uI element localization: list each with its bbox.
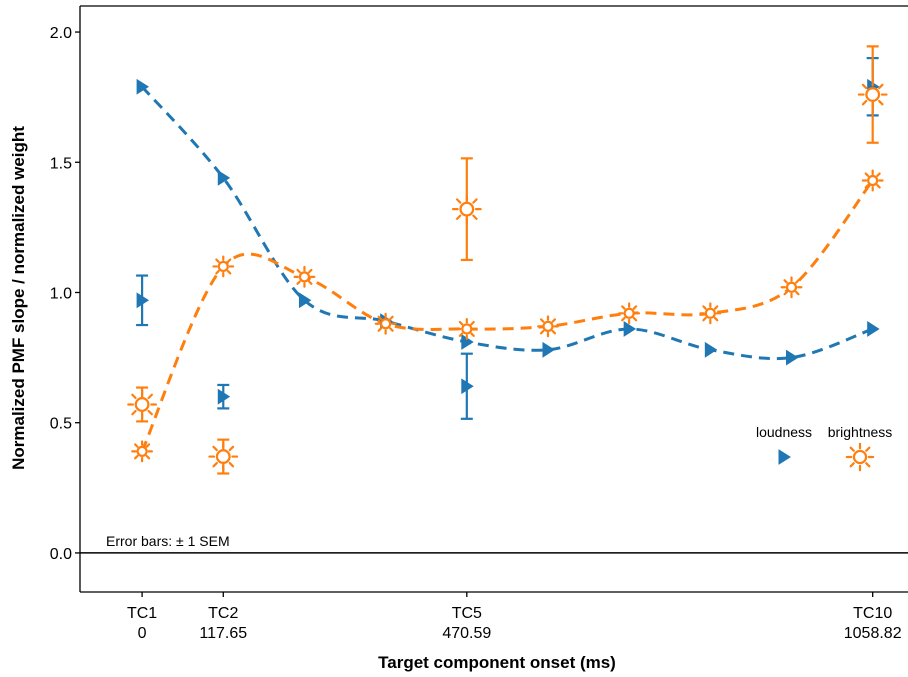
triangle-marker: [461, 378, 474, 395]
y-tick-label: 2.0: [50, 25, 72, 42]
sun-marker: [451, 194, 482, 225]
series-line-brightness: [140, 179, 874, 452]
y-tick-label: 0.5: [50, 416, 72, 433]
x-tick-label: TC5: [452, 605, 482, 622]
sun-marker: [127, 389, 157, 420]
x-tick-label: TC2: [208, 605, 238, 622]
sun-marker: [131, 440, 154, 463]
triangle-marker: [623, 321, 637, 337]
triangle-marker: [217, 169, 231, 186]
triangle-marker: [704, 341, 718, 358]
sun-marker: [208, 441, 239, 472]
sun-marker: [537, 315, 559, 338]
sun-marker: [374, 312, 397, 335]
triangle-marker: [298, 292, 312, 309]
triangle-marker: [217, 388, 231, 405]
y-axis-title: Normalized PMF slope / normalized weight: [9, 126, 28, 470]
x-axis-title: Target component onset (ms): [378, 653, 616, 672]
legend-label-brightness: brightness: [828, 424, 893, 440]
tick-labels: 0.00.51.01.52.0TC10TC2117.65TC5470.59TC1…: [50, 25, 902, 642]
x-tick-sublabel: 117.65: [199, 625, 247, 642]
sun-marker: [699, 302, 722, 325]
sun-marker: [212, 255, 235, 278]
sun-marker: [857, 79, 888, 110]
series-line-loudness: [140, 85, 874, 361]
triangle-marker: [786, 349, 799, 366]
sun-marker: [293, 265, 316, 288]
error-bar-note: Error bars: ± 1 SEM: [106, 533, 230, 549]
triangle-marker: [542, 341, 555, 358]
sun-marker: [845, 442, 875, 472]
sun-marker: [780, 276, 803, 299]
triangle-marker: [778, 449, 791, 465]
y-tick-label: 1.5: [50, 155, 72, 172]
legend-markers: [778, 442, 875, 472]
legend-label-loudness: loudness: [756, 424, 812, 440]
sun-marker: [618, 302, 641, 325]
y-tick-label: 1.0: [50, 285, 72, 302]
sun-marker: [861, 169, 884, 192]
series-lines: [140, 85, 874, 452]
x-tick-sublabel: 470.59: [442, 625, 491, 642]
triangle-marker: [867, 321, 880, 337]
x-tick-label: TC10: [853, 605, 892, 622]
y-tick-label: 0.0: [50, 546, 72, 563]
triangle-marker: [136, 78, 150, 95]
triangle-marker: [136, 292, 150, 309]
x-tick-sublabel: 0: [138, 625, 147, 642]
data-markers: [127, 78, 888, 472]
x-tick-sublabel: 1058.82: [844, 625, 902, 642]
x-tick-label: TC1: [127, 605, 157, 622]
error-bars: [136, 45, 879, 475]
sun-marker: [455, 318, 478, 340]
axes: [75, 5, 908, 597]
